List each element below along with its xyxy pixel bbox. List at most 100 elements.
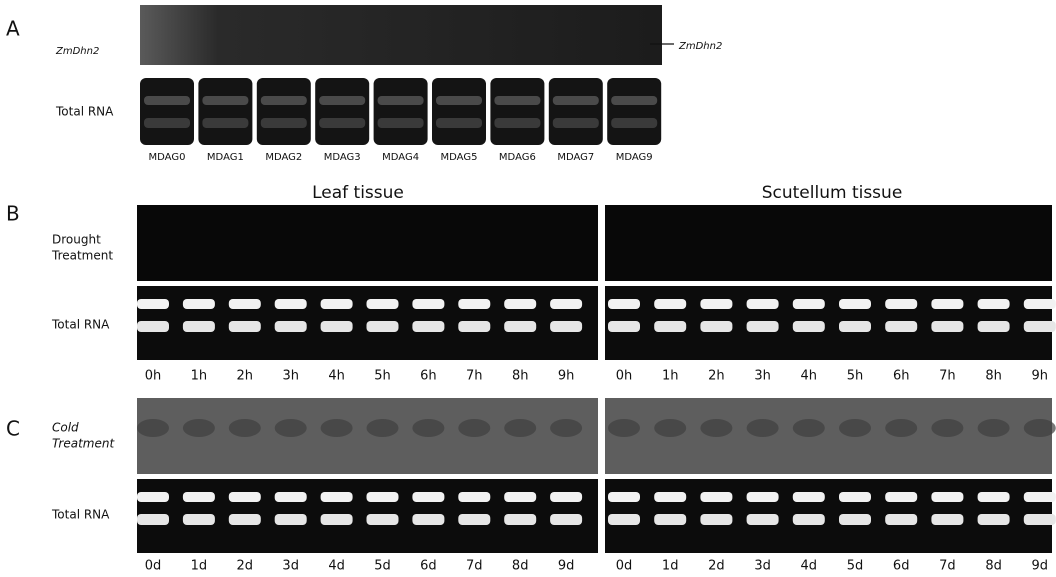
rna-band	[367, 492, 399, 502]
rna-band	[321, 299, 353, 309]
lane-label: 3d	[754, 559, 771, 574]
lane-label: 6d	[893, 559, 910, 574]
rna-band	[229, 514, 261, 525]
rna-band	[378, 118, 424, 128]
rna-band	[137, 299, 169, 309]
rna-band	[931, 321, 963, 332]
rna-band	[654, 299, 686, 309]
rna-band	[458, 299, 490, 309]
rna-band	[412, 321, 444, 332]
rna-band	[321, 514, 353, 525]
signal-band	[1024, 419, 1056, 437]
signal-band	[550, 419, 582, 437]
rna-lane	[198, 78, 252, 145]
rna-band	[654, 321, 686, 332]
lane-label: 5d	[374, 559, 391, 574]
lane-label: MDAG0	[149, 152, 186, 163]
signal-band	[229, 419, 261, 437]
rna-band	[885, 299, 917, 309]
signal-band	[412, 419, 444, 437]
rna-band	[931, 514, 963, 525]
signal-band	[793, 419, 825, 437]
lane-label: 3h	[754, 369, 771, 384]
rna-band	[458, 321, 490, 332]
rna-band	[1024, 514, 1056, 525]
signal-band	[137, 419, 169, 437]
lane-label: MDAG7	[557, 152, 594, 163]
rna-band	[978, 514, 1010, 525]
rna-lane	[257, 78, 311, 145]
rna-band	[978, 321, 1010, 332]
rna-band	[978, 492, 1010, 502]
rna-band	[202, 96, 248, 105]
rna-lane	[490, 78, 544, 145]
rna-band	[202, 118, 248, 128]
signal-band	[654, 419, 686, 437]
rna-band	[700, 492, 732, 502]
lane-label: MDAG4	[382, 152, 419, 163]
rna-band	[611, 96, 657, 105]
signal-band	[183, 419, 215, 437]
panel-letter: A	[6, 17, 20, 41]
rna-band	[885, 492, 917, 502]
rna-band	[144, 118, 190, 128]
treatment-label: Drought	[52, 233, 101, 247]
lane-label: MDAG2	[265, 152, 302, 163]
rna-band	[261, 96, 307, 105]
rna-lane	[315, 78, 369, 145]
rna-band	[611, 118, 657, 128]
lane-label: 1h	[191, 369, 208, 384]
lane-label: 7h	[939, 369, 956, 384]
rna-band	[183, 321, 215, 332]
rna-band	[839, 492, 871, 502]
rna-band	[839, 514, 871, 525]
rna-band	[458, 514, 490, 525]
rna-band	[1024, 299, 1056, 309]
rna-band	[412, 514, 444, 525]
rna-band	[550, 321, 582, 332]
rna-band	[608, 321, 640, 332]
rna-band	[793, 299, 825, 309]
lane-label: 0h	[616, 369, 633, 384]
lane-label: 1d	[662, 559, 679, 574]
blot	[140, 5, 662, 65]
signal-band	[504, 419, 536, 437]
rna-band	[931, 492, 963, 502]
rna-lane	[140, 78, 194, 145]
lane-label: 7d	[466, 559, 483, 574]
rna-band	[885, 514, 917, 525]
lane-label: 7h	[466, 369, 483, 384]
rna-band	[793, 514, 825, 525]
signal-band	[458, 419, 490, 437]
rna-band	[275, 492, 307, 502]
rna-band	[412, 299, 444, 309]
rna-band	[494, 96, 540, 105]
rna-band	[261, 118, 307, 128]
rna-band	[137, 514, 169, 525]
rna-band	[747, 299, 779, 309]
rna-lane	[432, 78, 486, 145]
figure: A ZmDhn2 ZmDhn2 Total RNA B Leaf tissue …	[0, 0, 1056, 577]
rna-band	[504, 514, 536, 525]
lane-label: 1d	[191, 559, 208, 574]
lane-label: 3d	[282, 559, 299, 574]
rna-band	[504, 492, 536, 502]
lane-label: 4h	[328, 369, 345, 384]
rna-band	[700, 321, 732, 332]
rna-band	[229, 321, 261, 332]
rna-band	[321, 492, 353, 502]
panel-letter: B	[6, 202, 20, 226]
treatment-label: Cold	[52, 421, 79, 435]
rna-band	[608, 299, 640, 309]
lane-label: 6h	[420, 369, 437, 384]
lane-label: 2h	[708, 369, 725, 384]
rna-band	[378, 96, 424, 105]
rna-label: Total RNA	[55, 105, 114, 119]
signal-band	[700, 419, 732, 437]
signal-band	[747, 419, 779, 437]
lane-label: 8h	[985, 369, 1002, 384]
lane-label: MDAG1	[207, 152, 244, 163]
rna-band	[700, 514, 732, 525]
rna-band	[654, 514, 686, 525]
lane-label: 5h	[847, 369, 864, 384]
